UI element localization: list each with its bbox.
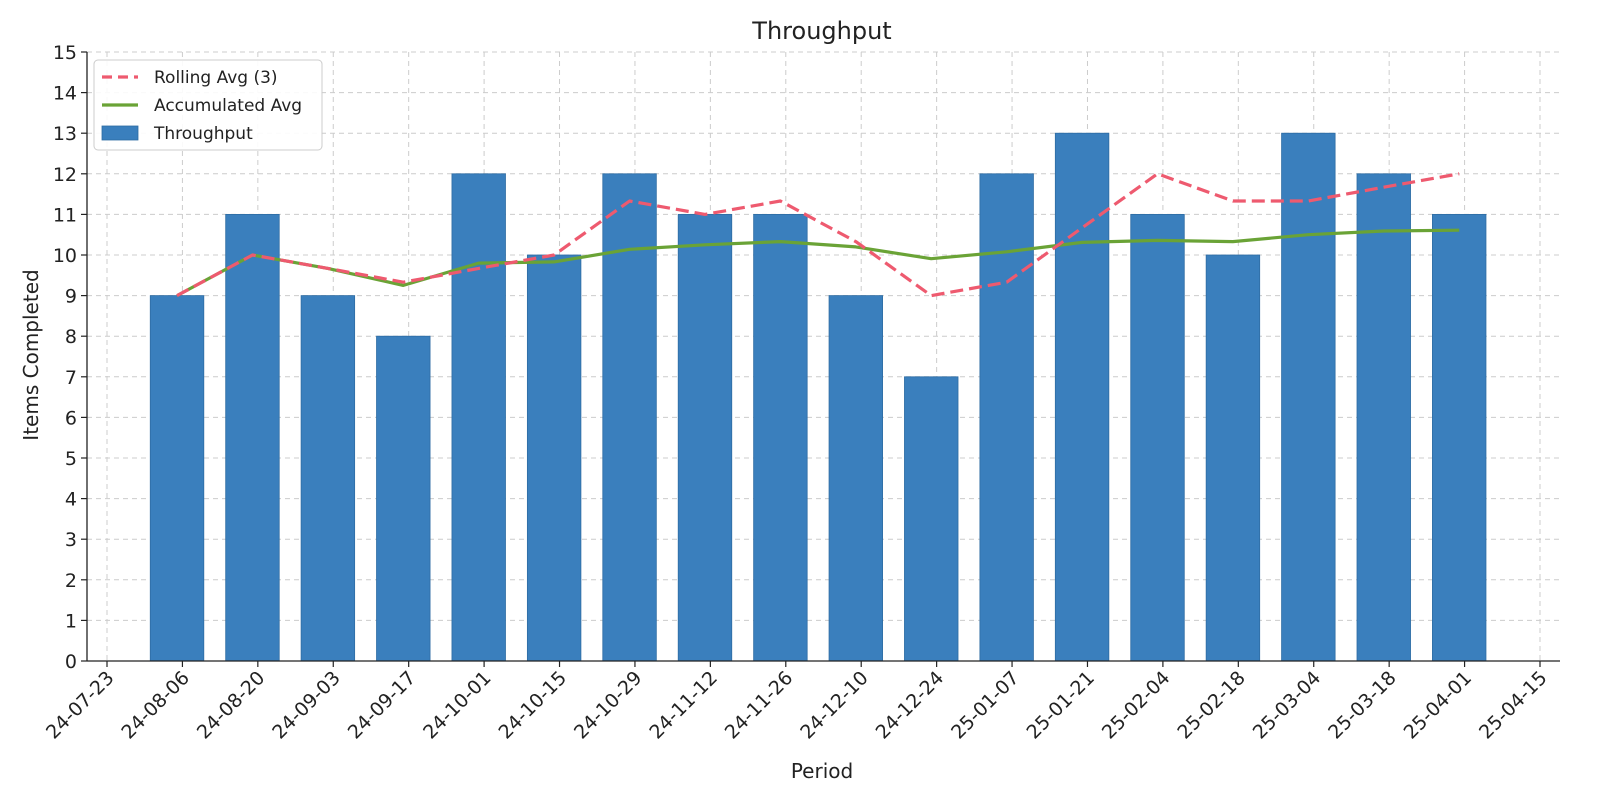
y-tick-label: 12 — [53, 164, 77, 186]
throughput-bar — [677, 213, 733, 662]
y-tick-label: 3 — [65, 529, 77, 551]
throughput-bar — [1130, 213, 1185, 662]
x-tick-label: 24-12-24 — [872, 667, 949, 744]
x-tick-label: 25-03-04 — [1249, 667, 1326, 744]
y-tick-label: 7 — [65, 367, 77, 389]
y-tick-label: 15 — [53, 42, 77, 64]
throughput-bar — [451, 173, 506, 662]
x-tick-label: 25-02-04 — [1098, 667, 1175, 744]
throughput-bar — [300, 295, 356, 662]
x-tick-label: 24-07-23 — [42, 667, 119, 744]
y-tick-label: 4 — [65, 489, 77, 511]
throughput-bar — [1054, 132, 1110, 662]
throughput-bar — [526, 254, 582, 662]
y-tick-label: 13 — [53, 123, 77, 145]
legend: Rolling Avg (3) Accumulated Avg Throughput — [93, 59, 323, 151]
x-tick-label: 24-10-29 — [570, 667, 647, 744]
throughput-bar — [1205, 254, 1261, 662]
throughput-bar — [225, 213, 280, 662]
y-tick-label: 2 — [65, 570, 77, 592]
x-tick-label: 24-10-01 — [419, 667, 496, 744]
y-tick-label: 9 — [65, 286, 77, 308]
throughput-bar — [753, 213, 808, 662]
x-tick-label: 24-11-26 — [721, 667, 798, 744]
legend-label: Accumulated Avg — [154, 96, 302, 116]
throughput-bar — [1281, 132, 1336, 662]
axes — [81, 51, 1560, 667]
legend-label: Rolling Avg (3) — [154, 68, 278, 88]
x-tick-label: 25-01-07 — [947, 667, 1024, 744]
legend-swatch-throughput — [101, 125, 139, 141]
x-tick-label: 24-09-03 — [268, 667, 345, 744]
throughput-bar — [828, 295, 883, 662]
throughput-bar — [149, 295, 205, 662]
throughput-bar — [376, 335, 431, 662]
throughput-bar — [904, 376, 959, 662]
y-tick-label: 5 — [65, 448, 77, 470]
x-tick-label: 25-04-15 — [1475, 667, 1552, 744]
x-tick-label: 25-02-18 — [1173, 667, 1250, 744]
x-tick-label: 24-08-06 — [117, 667, 194, 744]
x-tick-labels: 24-07-2324-08-0624-08-2024-09-0324-09-17… — [42, 667, 1552, 744]
y-tick-label: 8 — [65, 326, 77, 348]
x-tick-label: 24-11-12 — [645, 667, 722, 744]
x-tick-label: 24-08-20 — [193, 667, 270, 744]
x-tick-label: 24-09-17 — [344, 667, 421, 744]
accumulated-avg-line — [176, 228, 1460, 298]
bars — [149, 132, 1487, 662]
x-tick-label: 25-01-21 — [1022, 667, 1099, 744]
x-tick-label: 24-12-10 — [796, 667, 873, 744]
y-tick-label: 11 — [53, 204, 77, 226]
throughput-bar — [602, 173, 657, 662]
y-axis-label: Items Completed — [19, 269, 43, 440]
x-tick-label: 24-10-15 — [495, 667, 572, 744]
lines — [176, 172, 1460, 298]
throughput-bar — [979, 173, 1034, 662]
x-axis-label: Period — [791, 759, 853, 783]
chart-title: Throughput — [751, 17, 891, 45]
legend-label: Throughput — [153, 124, 253, 144]
legend-box — [93, 59, 323, 151]
throughput-bar — [1356, 173, 1411, 662]
x-tick-label: 25-04-01 — [1400, 667, 1477, 744]
y-tick-label: 14 — [53, 83, 77, 105]
rolling-avg-line — [176, 172, 1460, 298]
y-tick-label: 1 — [65, 610, 77, 632]
x-tick-label: 25-03-18 — [1324, 667, 1401, 744]
throughput-bar — [1432, 213, 1487, 662]
y-tick-label: 0 — [65, 651, 77, 673]
y-tick-label: 10 — [53, 245, 77, 267]
y-tick-label: 6 — [65, 407, 77, 429]
